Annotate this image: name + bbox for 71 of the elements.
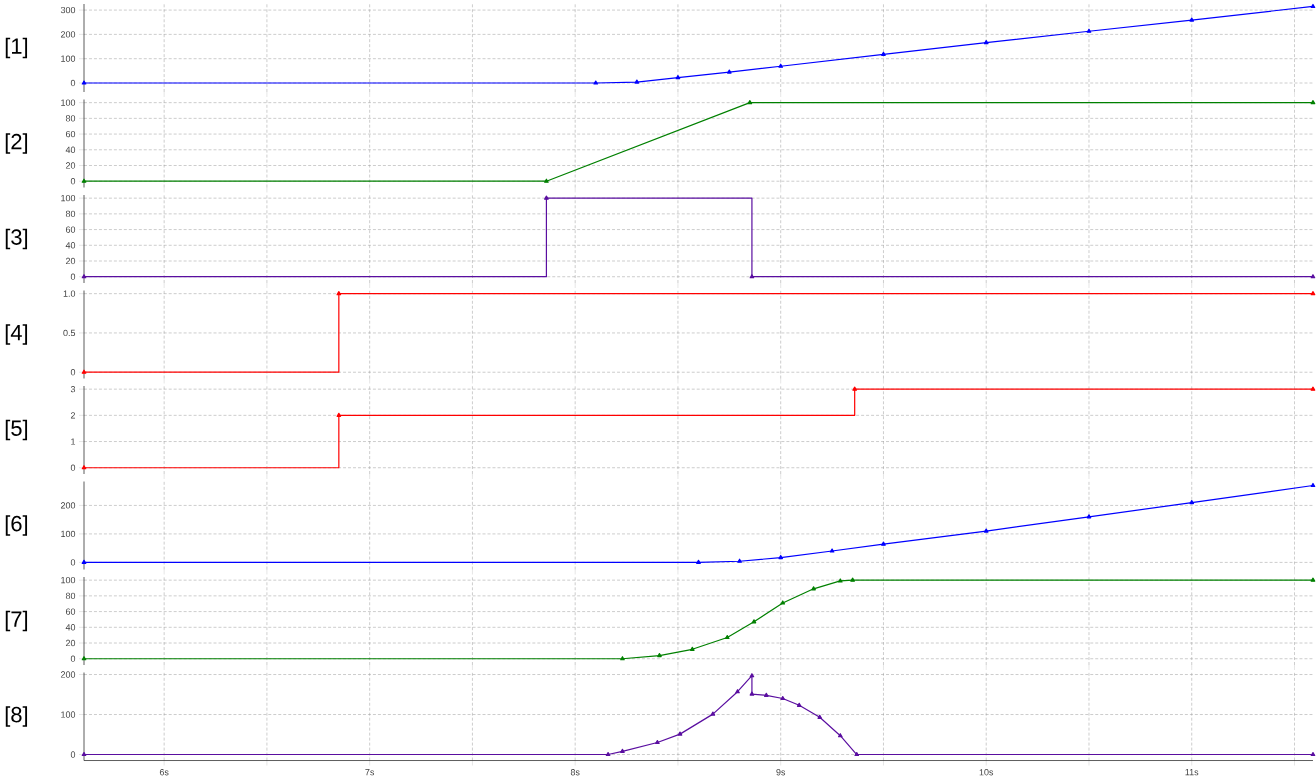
y-tick-label: 100 bbox=[61, 530, 76, 538]
point bbox=[1189, 499, 1195, 505]
y-tick-label: 40 bbox=[65, 624, 76, 631]
point bbox=[983, 40, 989, 45]
y-axis-title: [7] bbox=[5, 610, 28, 632]
point bbox=[81, 751, 87, 757]
y-tick-label: 40 bbox=[65, 242, 76, 249]
y-axis-title: [1] bbox=[5, 37, 28, 59]
x-tick-label: 10s bbox=[979, 769, 994, 776]
y-tick-label: 100 bbox=[61, 99, 76, 106]
y-tick-label: 300 bbox=[60, 6, 76, 14]
point bbox=[81, 465, 87, 470]
x-tick-label: 6s bbox=[159, 769, 169, 776]
y-tick-label: 100 bbox=[61, 194, 76, 202]
point bbox=[1189, 17, 1195, 22]
y-tick-label: 20 bbox=[65, 162, 76, 169]
y-tick-label: 2 bbox=[70, 412, 76, 419]
point bbox=[881, 51, 886, 56]
y-tick-label: 100 bbox=[61, 576, 76, 584]
y-tick-label: 200 bbox=[60, 502, 76, 509]
point bbox=[81, 80, 87, 85]
point bbox=[737, 558, 742, 563]
point bbox=[881, 541, 886, 546]
y-axis-title: [5] bbox=[5, 419, 28, 441]
y-tick-label: 60 bbox=[65, 130, 76, 138]
y-tick-label: 0 bbox=[70, 79, 76, 87]
point bbox=[778, 554, 784, 560]
point bbox=[696, 559, 701, 564]
y-tick-label: 1 bbox=[71, 438, 76, 445]
y-tick-label: 0 bbox=[70, 178, 76, 185]
point bbox=[634, 79, 640, 84]
point bbox=[1086, 28, 1092, 33]
y-tick-label: 20 bbox=[65, 257, 76, 265]
y-tick-label: 200 bbox=[60, 31, 76, 38]
point bbox=[726, 69, 732, 74]
y-tick-label: 3 bbox=[70, 385, 76, 393]
y-tick-label: 0 bbox=[70, 273, 76, 280]
x-tick-label: 11s bbox=[1185, 769, 1199, 776]
y-tick-label: 0 bbox=[70, 559, 76, 566]
point bbox=[593, 80, 599, 85]
y-tick-label: 100 bbox=[61, 55, 76, 62]
y-tick-label: 60 bbox=[65, 608, 76, 615]
point bbox=[81, 559, 87, 564]
y-tick-label: 0.5 bbox=[63, 329, 76, 337]
y-tick-label: 0 bbox=[70, 655, 76, 662]
y-tick-label: 20 bbox=[65, 639, 76, 647]
point bbox=[675, 75, 681, 80]
point bbox=[829, 548, 835, 553]
y-tick-label: 80 bbox=[65, 115, 76, 122]
y-tick-label: 1.0 bbox=[63, 290, 76, 297]
y-tick-label: 200 bbox=[60, 671, 76, 678]
point bbox=[983, 528, 989, 533]
y-axis-title: [4] bbox=[5, 324, 28, 345]
point bbox=[81, 656, 87, 661]
y-tick-label: 40 bbox=[65, 146, 76, 153]
y-tick-label: 80 bbox=[65, 210, 76, 218]
y-tick-label: 0 bbox=[70, 464, 76, 471]
y-tick-label: 0 bbox=[70, 369, 76, 376]
x-tick-label: 7s bbox=[365, 769, 375, 776]
y-axis-title: [6] bbox=[5, 515, 28, 536]
x-tick-label: 9s bbox=[776, 769, 786, 776]
x-tick-label: 8s bbox=[570, 769, 580, 776]
point bbox=[1086, 514, 1092, 519]
y-axis-title: [3] bbox=[5, 228, 28, 250]
y-tick-label: 0 bbox=[70, 751, 76, 758]
point bbox=[778, 63, 784, 68]
y-tick-label: 60 bbox=[65, 226, 76, 233]
y-axis-title: [2] bbox=[5, 133, 28, 154]
y-axis-title: [8] bbox=[5, 706, 28, 727]
y-tick-label: 80 bbox=[65, 592, 76, 600]
y-tick-label: 100 bbox=[61, 711, 76, 718]
